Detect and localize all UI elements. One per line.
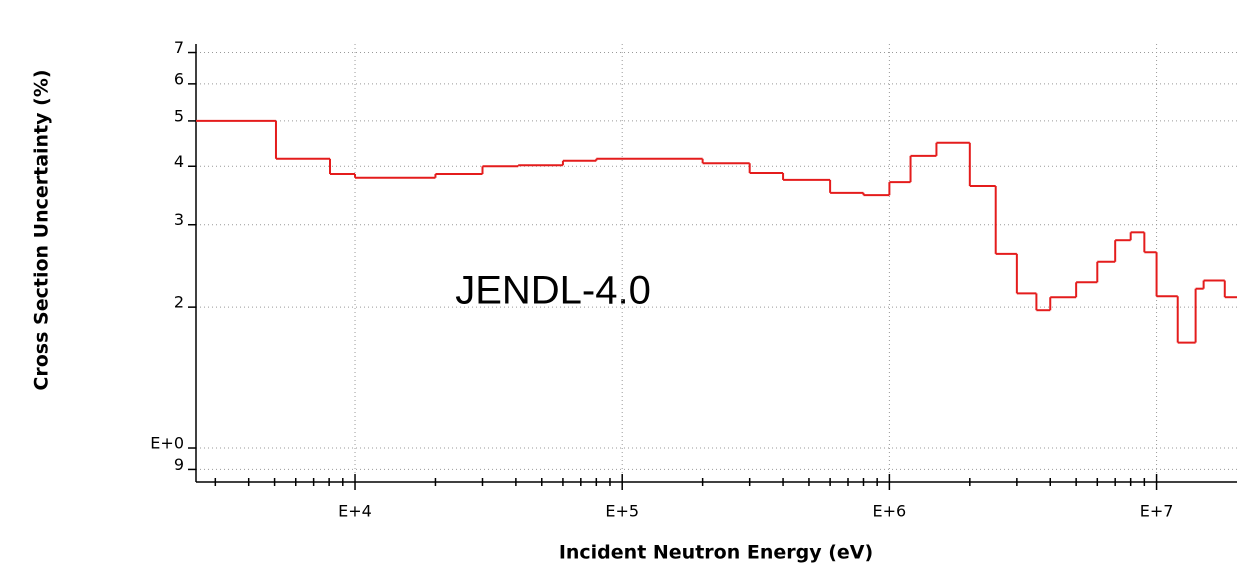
x-tick-label: E+7: [1140, 502, 1174, 521]
y-tick-label: 4: [174, 152, 184, 171]
annotation: JENDL-4.0: [455, 269, 651, 313]
y-tick-label: 3: [174, 210, 184, 229]
y-tick-label: 6: [174, 69, 184, 88]
y-tick-label: E+0: [150, 434, 184, 453]
y-tick-label: 5: [174, 106, 184, 125]
x-tick-label: E+5: [605, 502, 639, 521]
y-tick-label: 2: [174, 293, 184, 312]
y-tick-label: 7: [174, 38, 184, 57]
x-tick-label: E+6: [873, 502, 907, 521]
x-tick-label: E+4: [338, 502, 372, 521]
y-axis-label: Cross Section Uncertainty (%): [31, 69, 53, 390]
x-axis-label: Incident Neutron Energy (eV): [559, 542, 873, 564]
y-tick-label: 9: [174, 455, 184, 474]
